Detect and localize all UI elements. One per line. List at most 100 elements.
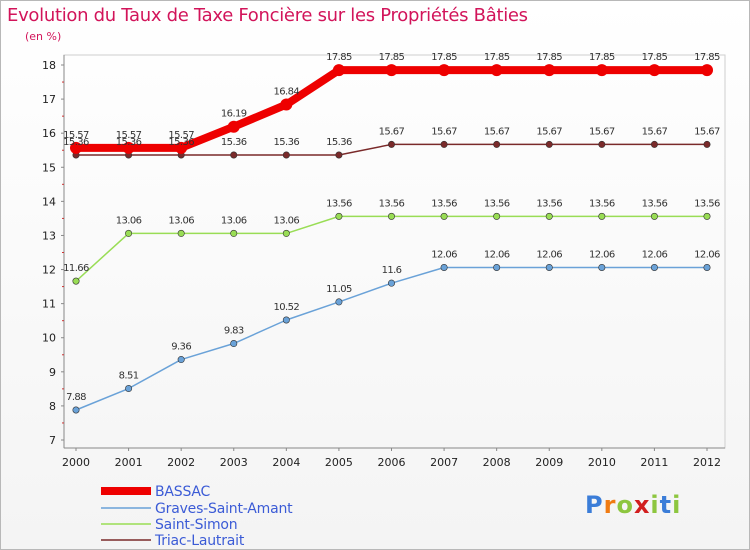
data-label: 9.36 <box>171 342 191 353</box>
legend-label: Triac-Lautrait <box>154 533 245 549</box>
x-tick-label: 2003 <box>220 456 248 469</box>
x-tick-label: 2004 <box>272 456 300 469</box>
data-point <box>545 140 553 148</box>
data-point <box>598 212 606 220</box>
data-point <box>440 140 448 148</box>
data-point <box>72 406 80 414</box>
data-label: 17.85 <box>694 52 720 63</box>
data-label: 13.06 <box>168 215 194 226</box>
y-tick-label: 7 <box>49 434 56 447</box>
data-point <box>543 64 556 77</box>
data-point <box>177 356 185 364</box>
x-tick-label: 2005 <box>325 456 353 469</box>
data-point <box>703 263 711 271</box>
data-label: 15.67 <box>589 126 615 137</box>
logo-letter: o <box>616 491 634 519</box>
data-label: 12.06 <box>484 250 510 261</box>
data-label: 8.51 <box>119 371 139 382</box>
data-point <box>703 140 711 148</box>
data-point <box>701 64 713 77</box>
data-point <box>650 263 658 271</box>
data-point <box>280 98 293 111</box>
data-label: 13.56 <box>536 198 562 209</box>
data-label: 15.67 <box>536 126 562 137</box>
data-label: 12.06 <box>589 250 615 261</box>
x-tick-label: 2002 <box>167 456 195 469</box>
y-tick-label: 12 <box>42 264 56 277</box>
data-point <box>175 141 188 154</box>
data-point <box>230 229 238 237</box>
data-point <box>493 140 501 148</box>
data-point <box>282 316 290 324</box>
data-label: 17.85 <box>379 52 405 63</box>
data-label: 15.36 <box>63 137 89 148</box>
data-label: 15.36 <box>326 137 352 148</box>
data-label: 15.67 <box>694 126 720 137</box>
y-tick-label: 13 <box>42 229 56 242</box>
data-point <box>230 151 238 159</box>
data-point <box>282 229 290 237</box>
data-point <box>438 64 451 77</box>
data-point <box>387 212 395 220</box>
y-tick-label: 14 <box>42 195 56 208</box>
data-point <box>227 120 240 133</box>
data-label: 12.06 <box>431 250 457 261</box>
data-point <box>125 229 133 237</box>
data-label: 11.6 <box>382 265 402 276</box>
data-point <box>490 64 503 77</box>
logo-letter: P <box>585 491 604 519</box>
chart-title: Evolution du Taux de Taxe Foncière sur l… <box>7 5 528 26</box>
x-tick-label: 2010 <box>588 456 616 469</box>
logo-letter: r <box>603 491 617 519</box>
x-tick-label: 2001 <box>115 456 143 469</box>
data-label: 15.67 <box>642 126 668 137</box>
data-label: 13.56 <box>642 198 668 209</box>
data-point <box>440 263 448 271</box>
data-point <box>545 212 553 220</box>
data-label: 16.19 <box>221 109 247 120</box>
data-point <box>70 141 82 154</box>
data-point <box>387 140 395 148</box>
data-label: 10.52 <box>274 302 300 313</box>
data-label: 17.85 <box>326 52 352 63</box>
proxiti-logo: Proxiti <box>585 491 681 519</box>
x-tick-label: 2006 <box>378 456 406 469</box>
y-tick-label: 15 <box>42 161 56 174</box>
data-label: 15.67 <box>484 126 510 137</box>
legend-label: Saint-Simon <box>155 517 237 533</box>
data-point <box>387 279 395 287</box>
data-point <box>230 340 238 348</box>
logo-letter: i <box>672 491 682 519</box>
data-point <box>125 385 133 393</box>
logo-letter: t <box>659 491 673 519</box>
data-label: 12.06 <box>642 250 668 261</box>
data-label: 15.57 <box>116 130 142 141</box>
data-label: 13.56 <box>326 198 352 209</box>
data-point <box>282 151 290 159</box>
data-point <box>385 64 398 77</box>
logo-letter: x <box>633 491 651 519</box>
data-point <box>335 151 343 159</box>
data-label: 15.36 <box>168 137 194 148</box>
x-tick-label: 2012 <box>693 456 721 469</box>
data-label: 17.85 <box>642 52 668 63</box>
y-tick-label: 18 <box>42 59 56 72</box>
y-tick-label: 8 <box>49 400 56 413</box>
data-label: 13.06 <box>116 215 142 226</box>
data-point <box>122 141 135 154</box>
y-tick-label: 9 <box>49 366 56 379</box>
y-tick-label: 11 <box>42 298 56 311</box>
data-point <box>493 263 501 271</box>
data-label: 12.06 <box>694 250 720 261</box>
data-point <box>72 277 80 285</box>
logo-letter: i <box>650 491 660 519</box>
x-tick-label: 2000 <box>62 456 90 469</box>
data-label: 16.84 <box>274 87 300 98</box>
data-point <box>703 212 711 220</box>
x-tick-label: 2011 <box>640 456 668 469</box>
x-tick-label: 2008 <box>483 456 511 469</box>
legend-label: BASSAC <box>155 484 211 500</box>
data-point <box>595 64 608 77</box>
data-point <box>648 64 661 77</box>
